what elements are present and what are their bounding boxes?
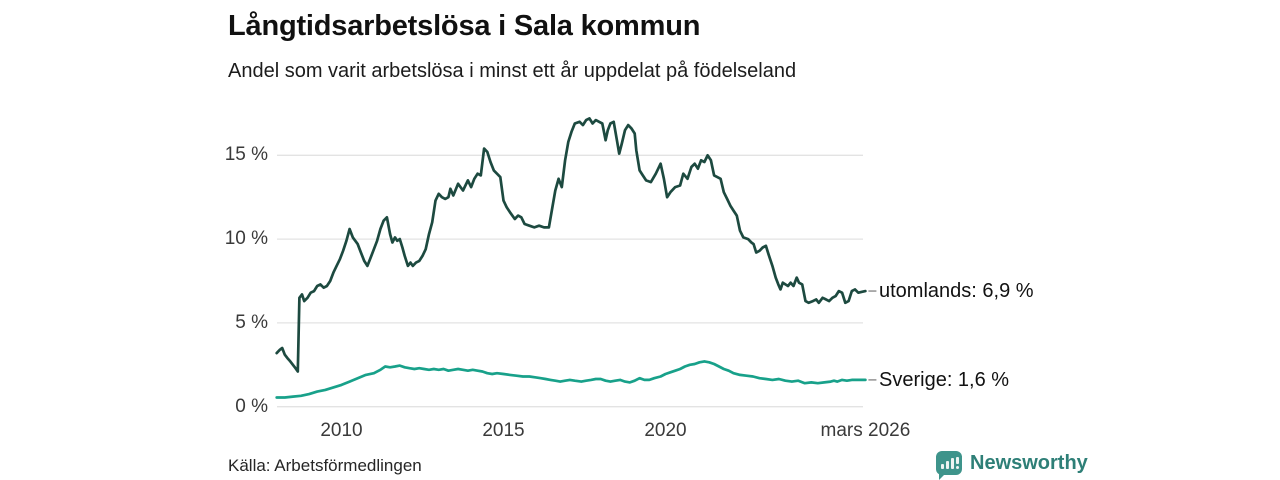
- x-axis-label: 2020: [644, 420, 687, 441]
- series-end-label-sverige: Sverige: 1,6 %: [879, 369, 1010, 391]
- y-axis-label: 10 %: [224, 228, 268, 250]
- x-axis-label: 2010: [320, 420, 363, 441]
- y-axis-label: 0 %: [235, 395, 268, 417]
- speech-bubble-tail: [939, 472, 947, 480]
- line-chart-plot-area: [275, 117, 877, 408]
- series-end-label-utomlands: utomlands: 6,9 %: [879, 280, 1034, 302]
- page-title: Långtidsarbetslösa i Sala kommun: [228, 10, 701, 42]
- bar-chart-speech-bubble-icon: [936, 451, 962, 475]
- x-axis-label: 2015: [482, 420, 525, 441]
- y-axis-label: 15 %: [224, 144, 268, 166]
- series-line-utomlands: [275, 117, 867, 373]
- series-line-Sverige: [275, 360, 867, 399]
- chart-subtitle: Andel som varit arbetslösa i minst ett å…: [228, 60, 797, 82]
- x-axis-label: mars 2026: [820, 420, 911, 441]
- y-axis-label: 5 %: [235, 311, 268, 333]
- brand-name: Newsworthy: [970, 452, 1088, 474]
- source-note: Källa: Arbetsförmedlingen: [228, 456, 422, 475]
